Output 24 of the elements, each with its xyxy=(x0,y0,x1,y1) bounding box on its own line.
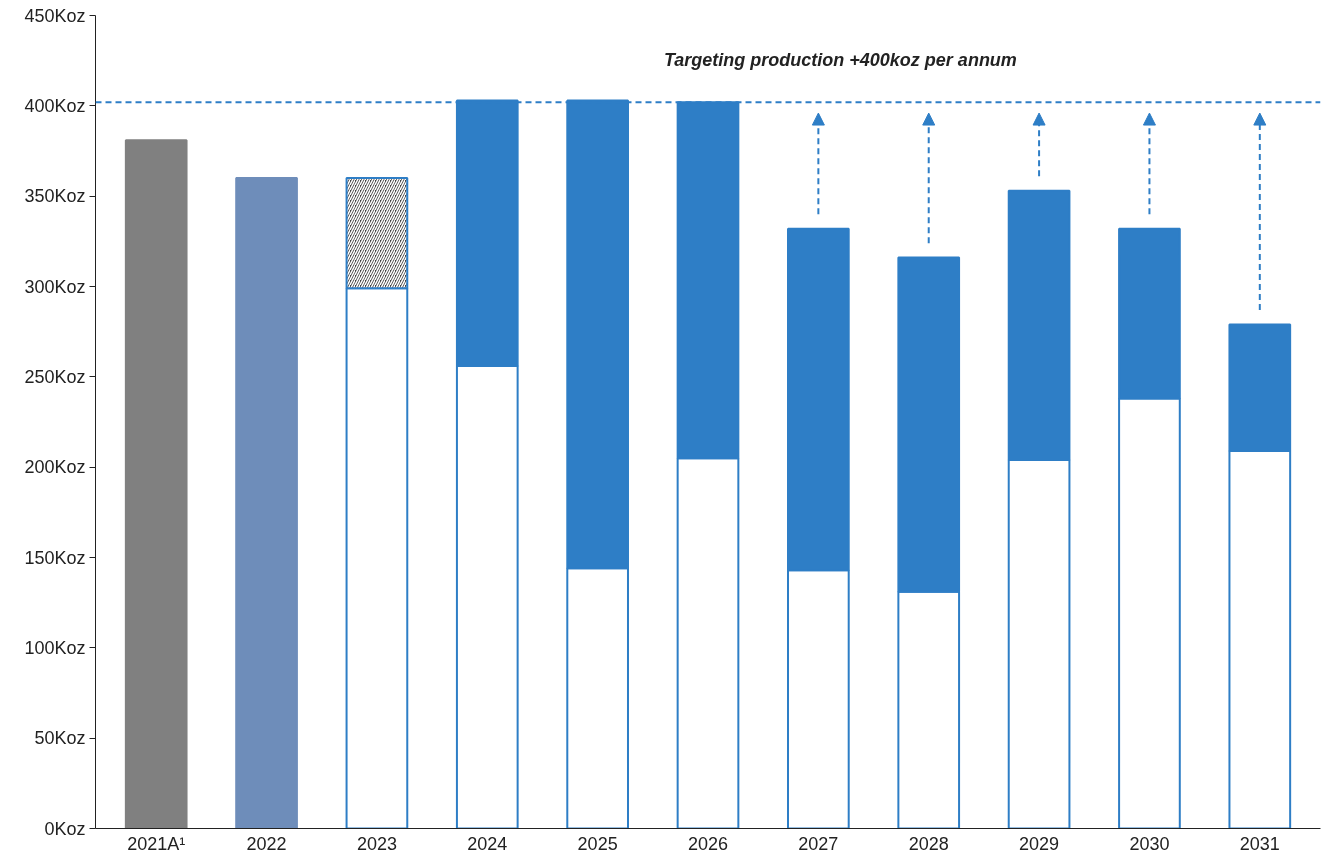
x-tick-label: 2028 xyxy=(908,833,949,854)
bar xyxy=(124,139,188,829)
y-tick-label: 300Koz xyxy=(24,276,86,297)
x-tick-label: 2026 xyxy=(687,833,729,854)
x-tick-label: 2022 xyxy=(246,833,287,854)
x-tick-label: 2024 xyxy=(467,833,508,854)
bar xyxy=(235,177,298,829)
y-tick-label: 250Koz xyxy=(24,366,86,387)
y-tick-label: 200Koz xyxy=(24,457,86,478)
y-tick-label: 400Koz xyxy=(24,95,86,116)
x-tick-label: 2021A¹ xyxy=(127,833,186,854)
x-tick-label: 2023 xyxy=(356,833,397,854)
y-tick-label: 150Koz xyxy=(24,547,86,568)
x-tick-label: 2031 xyxy=(1239,833,1280,854)
y-tick-label: 350Koz xyxy=(24,186,86,207)
y-tick-label: 100Koz xyxy=(24,637,86,658)
ref-line-label: Targeting production +400koz per annum xyxy=(663,49,1017,70)
x-tick-label: 2029 xyxy=(1019,833,1060,854)
y-tick-label: 0Koz xyxy=(44,818,86,839)
y-tick-label: 450Koz xyxy=(24,5,86,26)
x-tick-label: 2030 xyxy=(1129,833,1170,854)
y-tick-label: 50Koz xyxy=(34,728,86,749)
x-tick-label: 2025 xyxy=(577,833,618,854)
x-tick-label: 2027 xyxy=(798,833,839,854)
